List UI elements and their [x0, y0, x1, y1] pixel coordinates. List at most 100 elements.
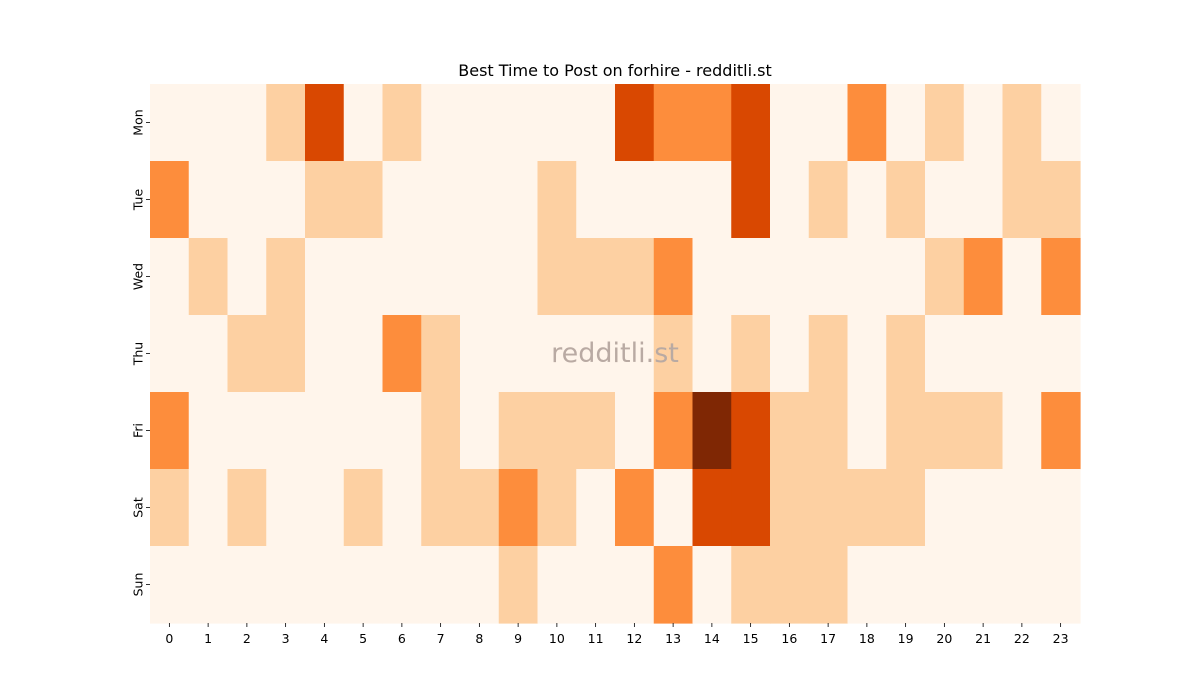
- heatmap-cell-thu-7: [421, 315, 461, 393]
- heatmap-cell-wed-13: [653, 238, 694, 316]
- x-tick-label-2: 2: [243, 631, 251, 646]
- heatmap-cell-tue-8: [460, 161, 500, 239]
- heatmap-cell-tue-3: [266, 161, 306, 239]
- heatmap-cell-sat-7: [421, 469, 461, 547]
- heatmap-cell-sat-10: [537, 469, 577, 547]
- heatmap-cell-sun-9: [498, 546, 539, 624]
- x-tick-label-5: 5: [359, 631, 367, 646]
- y-tick-label-sun: Sun: [131, 573, 146, 597]
- x-tick-label-16: 16: [781, 631, 797, 646]
- heatmap-cell-sun-17: [808, 546, 849, 624]
- heatmap-cell-thu-14: [692, 315, 732, 393]
- heatmap-cell-sat-8: [460, 469, 500, 547]
- heatmap-cell-wed-16: [770, 238, 810, 316]
- heatmap-cell-thu-3: [266, 315, 306, 393]
- heatmap-cell-tue-17: [808, 161, 849, 239]
- heatmap-cell-sat-14: [692, 469, 732, 547]
- heatmap-cell-mon-2: [227, 84, 267, 162]
- heatmap-cell-mon-12: [615, 84, 655, 162]
- heatmap-cell-tue-13: [653, 161, 694, 239]
- heatmap-cell-mon-15: [731, 84, 771, 162]
- heatmap-cell-fri-4: [305, 392, 345, 470]
- heatmap-cell-sat-13: [653, 469, 694, 547]
- heatmap-cell-tue-20: [925, 161, 965, 239]
- x-tick-label-23: 23: [1053, 631, 1069, 646]
- heatmap-cell-sat-17: [808, 469, 849, 547]
- heatmap-cell-wed-23: [1041, 238, 1081, 316]
- heatmap-cell-sun-16: [770, 546, 810, 624]
- heatmap-cell-wed-4: [305, 238, 345, 316]
- x-tick-label-1: 1: [204, 631, 212, 646]
- heatmap-cell-sat-11: [576, 469, 616, 547]
- heatmap-cell-sun-4: [305, 546, 345, 624]
- heatmap-cell-fri-10: [537, 392, 577, 470]
- heatmap-cell-wed-1: [188, 238, 229, 316]
- heatmap-cell-thu-1: [188, 315, 229, 393]
- y-axis: Mon Tue Wed Thu Fri Sat Sun: [131, 109, 150, 597]
- heatmap-cell-sun-5: [343, 546, 384, 624]
- x-tick-label-9: 9: [514, 631, 522, 646]
- x-tick-label-15: 15: [743, 631, 759, 646]
- heatmap-cell-mon-14: [692, 84, 732, 162]
- heatmap-cell-wed-22: [1002, 238, 1042, 316]
- heatmap-cell-fri-12: [615, 392, 655, 470]
- heatmap-cell-sun-19: [886, 546, 926, 624]
- y-tick-label-fri: Fri: [131, 423, 146, 438]
- heatmap-cell-fri-5: [343, 392, 384, 470]
- heatmap-cell-mon-20: [925, 84, 965, 162]
- heatmap-cell-tue-21: [963, 161, 1004, 239]
- heatmap-cell-sat-22: [1002, 469, 1042, 547]
- heatmap-cell-fri-7: [421, 392, 461, 470]
- heatmap-cell-mon-19: [886, 84, 926, 162]
- heatmap-cell-thu-21: [963, 315, 1004, 393]
- heatmap-cell-tue-1: [188, 161, 229, 239]
- x-tick-label-4: 4: [320, 631, 328, 646]
- x-tick-label-18: 18: [859, 631, 875, 646]
- x-tick-label-12: 12: [626, 631, 642, 646]
- heatmap-cell-tue-16: [770, 161, 810, 239]
- heatmap-cell-wed-11: [576, 238, 616, 316]
- heatmap-cell-sat-18: [847, 469, 887, 547]
- x-tick-label-22: 22: [1014, 631, 1030, 646]
- heatmap-cell-fri-22: [1002, 392, 1042, 470]
- y-tick-label-wed: Wed: [131, 263, 146, 290]
- heatmap-cell-thu-5: [343, 315, 384, 393]
- heatmap-cell-fri-6: [382, 392, 422, 470]
- heatmap-cell-sun-23: [1041, 546, 1081, 624]
- heatmap-cell-mon-17: [808, 84, 849, 162]
- heatmap-cell-sun-0: [150, 546, 190, 624]
- heatmap-cell-wed-12: [615, 238, 655, 316]
- heatmap-cell-wed-17: [808, 238, 849, 316]
- heatmap-cell-sun-12: [615, 546, 655, 624]
- heatmap-cell-mon-22: [1002, 84, 1042, 162]
- heatmap-cell-sun-6: [382, 546, 422, 624]
- heatmap-cell-sat-4: [305, 469, 345, 547]
- heatmap-cell-fri-3: [266, 392, 306, 470]
- heatmap-cell-mon-6: [382, 84, 422, 162]
- heatmap-cell-sat-0: [150, 469, 190, 547]
- x-tick-label-10: 10: [549, 631, 565, 646]
- heatmap-cell-sun-14: [692, 546, 732, 624]
- heatmap-cell-sun-18: [847, 546, 887, 624]
- heatmap-cell-tue-15: [731, 161, 771, 239]
- heatmap-cell-mon-23: [1041, 84, 1081, 162]
- heatmap-cell-mon-1: [188, 84, 229, 162]
- heatmap-cell-sun-22: [1002, 546, 1042, 624]
- heatmap-cell-tue-10: [537, 161, 577, 239]
- heatmap-cell-thu-10: [537, 315, 577, 393]
- heatmap-cell-fri-17: [808, 392, 849, 470]
- heatmap-cell-tue-2: [227, 161, 267, 239]
- heatmap-cell-thu-15: [731, 315, 771, 393]
- heatmap-cell-tue-7: [421, 161, 461, 239]
- chart-title: Best Time to Post on forhire - redditli.…: [458, 61, 772, 80]
- heatmap-cell-thu-23: [1041, 315, 1081, 393]
- heatmap-cell-wed-7: [421, 238, 461, 316]
- heatmap-cell-wed-21: [963, 238, 1004, 316]
- heatmap-cell-wed-6: [382, 238, 422, 316]
- heatmap-cell-sun-21: [963, 546, 1004, 624]
- heatmap-cell-thu-22: [1002, 315, 1042, 393]
- x-tick-label-13: 13: [665, 631, 681, 646]
- heatmap-cell-thu-20: [925, 315, 965, 393]
- heatmap-cell-thu-6: [382, 315, 422, 393]
- heatmap-cell-sun-2: [227, 546, 267, 624]
